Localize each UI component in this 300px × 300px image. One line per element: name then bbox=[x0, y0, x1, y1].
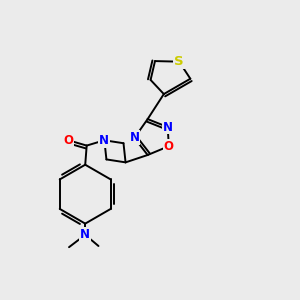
Text: N: N bbox=[80, 228, 90, 241]
Text: N: N bbox=[99, 134, 110, 147]
Text: N: N bbox=[163, 121, 173, 134]
Text: O: O bbox=[63, 134, 74, 147]
Text: N: N bbox=[129, 131, 140, 144]
Text: O: O bbox=[164, 140, 174, 153]
Text: S: S bbox=[174, 55, 184, 68]
